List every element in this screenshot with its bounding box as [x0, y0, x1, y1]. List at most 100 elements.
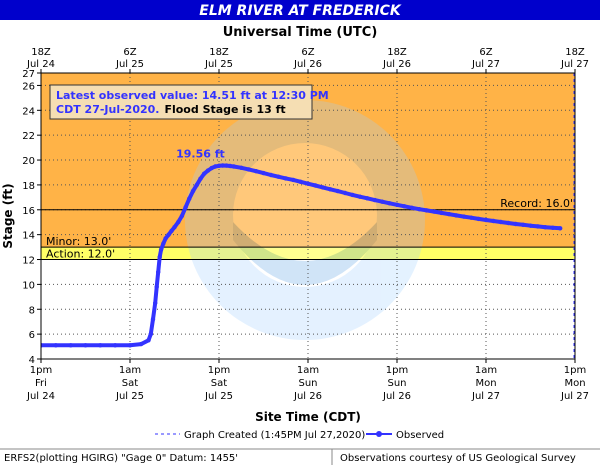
observed-point [158, 247, 164, 252]
y-tick-label: 26 [22, 81, 35, 92]
observed-point [491, 218, 496, 224]
observed-point [205, 168, 211, 173]
top-tick-label-time: 6Z [123, 47, 136, 58]
latest-value-line2: CDT 27-Jul-2020. Flood Stage is 13 ft [56, 103, 286, 116]
x-tick-label-time: 1pm [30, 365, 52, 376]
top-tick-label-time: 6Z [479, 47, 492, 58]
y-tick-label: 6 [29, 330, 35, 341]
observed-point [261, 170, 266, 176]
top-tick-label-date: Jul 27 [560, 59, 589, 70]
observed-point [357, 194, 363, 199]
threshold-label-action: Action: 12.0' [46, 248, 115, 261]
observed-point [372, 197, 377, 203]
observed-point [476, 216, 481, 222]
observed-point [535, 224, 541, 229]
observed-point [402, 204, 407, 209]
observed-point [454, 213, 459, 218]
y-tick-label: 14 [22, 231, 35, 242]
observed-point [209, 165, 214, 171]
observed-point [461, 214, 466, 219]
x-tick-label-day: Sun [387, 378, 406, 389]
observed-point [387, 201, 392, 206]
observed-point [161, 241, 166, 246]
observed-point [83, 343, 88, 348]
observed-point [227, 163, 233, 169]
x-tick-label-time: 1pm [564, 365, 586, 376]
latest-value-date: CDT 27-Jul-2020. [56, 103, 159, 116]
observed-point [283, 176, 288, 181]
threshold-label-record: Record: 16.0' [500, 197, 573, 210]
observed-point [469, 215, 474, 220]
y-tick-label: 12 [22, 256, 35, 267]
observed-point [41, 343, 44, 348]
legend-observed-label: Observed [396, 430, 444, 441]
observed-point [138, 341, 144, 347]
x-tick-label-date: Jul 26 [382, 391, 411, 402]
y-axis-title: Stage (ft) [1, 183, 15, 248]
legend-graph-created-label: Graph Created (1:45PM Jul 27,2020) [184, 430, 365, 441]
observed-point [183, 205, 188, 210]
top-tick-label-date: Jul 24 [26, 59, 55, 70]
top-tick-label-time: 18Z [31, 47, 51, 58]
observed-point [176, 220, 181, 225]
observed-point [342, 190, 348, 196]
observed-point [417, 207, 422, 212]
x-tick-label-time: 1am [475, 365, 497, 376]
observed-point [127, 343, 133, 348]
noaa-watermark [185, 100, 425, 340]
observed-point [150, 317, 156, 322]
x-tick-label-date: Jul 24 [26, 391, 55, 402]
observed-point [543, 225, 548, 230]
x-tick-label-day: Sat [122, 378, 138, 389]
footer-datum: ERFS2(plotting HGIRG) "Gage 0" Datum: 14… [4, 453, 238, 464]
observed-point [268, 172, 274, 178]
top-tick-label-date: Jul 26 [293, 59, 322, 70]
x-tick-label-date: Jul 25 [115, 391, 144, 402]
legend: Graph Created (1:45PM Jul 27,2020) Observ… [155, 430, 444, 441]
observed-point [446, 211, 452, 217]
observed-point [166, 232, 171, 237]
top-tick-label-time: 18Z [565, 47, 585, 58]
observed-point [483, 217, 489, 223]
top-axis-title: Universal Time (UTC) [223, 25, 378, 40]
x-tick-label-date: Jul 27 [560, 391, 589, 402]
observed-point [424, 208, 429, 213]
observed-point [148, 331, 153, 337]
latest-value-box [49, 84, 313, 120]
observed-point [68, 343, 73, 348]
top-tick-label-time: 6Z [301, 47, 314, 58]
observed-point [157, 254, 162, 260]
x-tick-label-date: Jul 27 [471, 391, 500, 402]
observed-point [380, 199, 385, 204]
observed-point [246, 167, 251, 172]
y-tick-label: 8 [29, 305, 35, 316]
y-tick-label: 16 [22, 206, 35, 217]
y-tick-label: 20 [22, 156, 35, 167]
observed-point [298, 179, 303, 184]
observed-point [528, 223, 533, 228]
observed-point [24, 343, 28, 347]
observed-point [520, 222, 526, 227]
observed-point [187, 196, 192, 201]
observed-point [291, 177, 296, 183]
top-tick-label-date: Jul 26 [382, 59, 411, 70]
observed-series [24, 163, 563, 348]
y-tick-label: 4 [29, 355, 35, 366]
noaa-watermark-wave [233, 222, 377, 285]
y-tick-label: 22 [22, 131, 35, 142]
observed-point [313, 183, 318, 188]
x-tick-label-time: 1am [297, 365, 319, 376]
observed-point [224, 163, 229, 168]
plot-border [40, 72, 576, 360]
observed-point [179, 213, 185, 219]
observed-point [169, 228, 174, 234]
x-tick-label-time: 1pm [208, 365, 230, 376]
observed-point [231, 164, 236, 169]
noaa-watermark-center [233, 143, 377, 287]
observed-point [153, 300, 158, 306]
observed-point [276, 174, 281, 179]
observed-point [198, 176, 203, 181]
x-tick-label-day: Mon [475, 378, 496, 389]
x-tick-label-day: Sun [298, 378, 317, 389]
observed-point [53, 343, 58, 348]
